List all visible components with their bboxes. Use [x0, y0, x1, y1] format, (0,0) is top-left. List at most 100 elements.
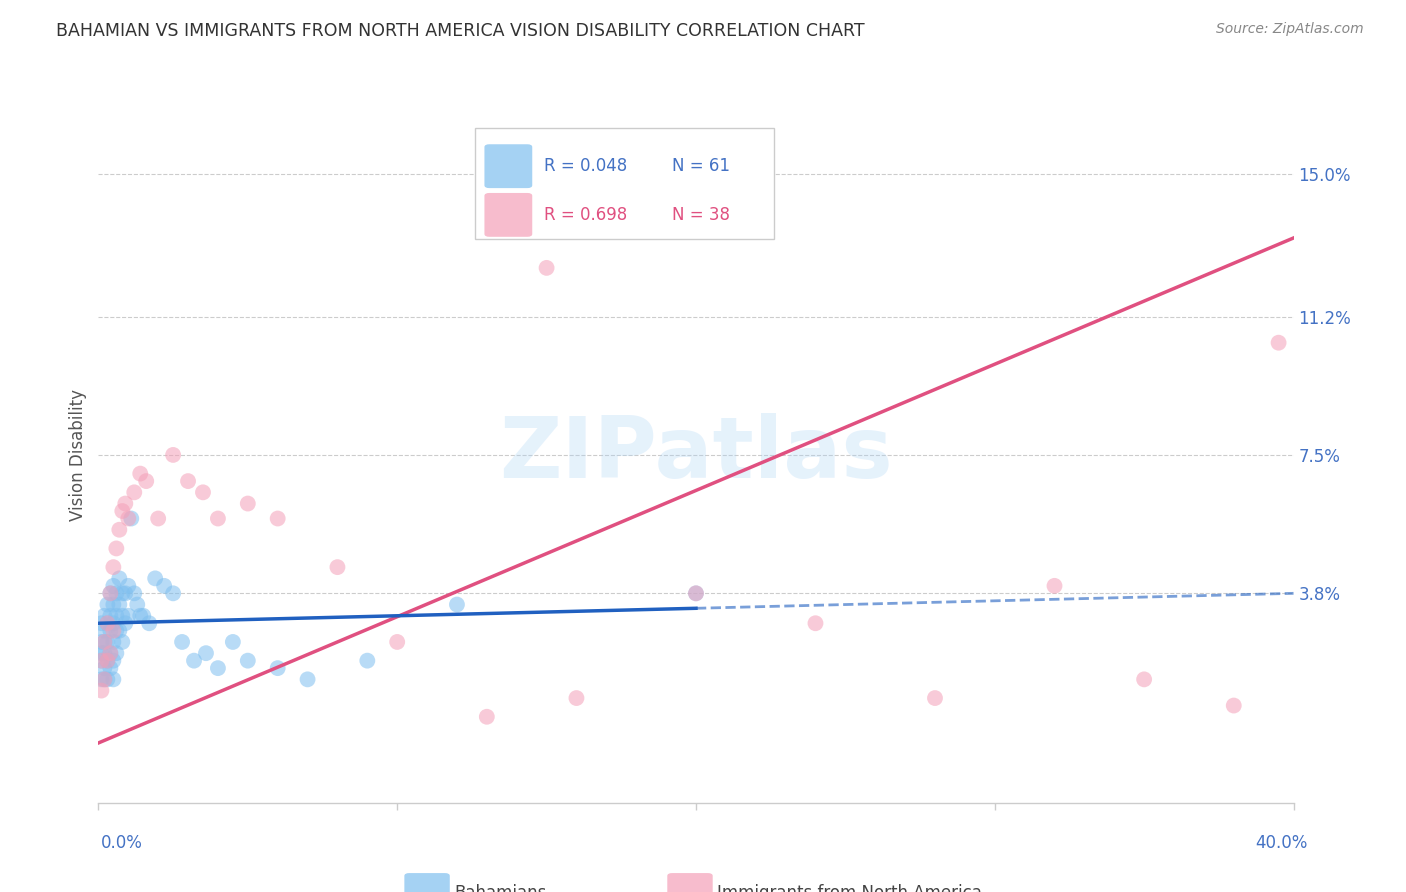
Point	[114, 586, 136, 600]
Point	[90, 654, 112, 668]
Point	[96, 598, 118, 612]
Point	[103, 624, 125, 638]
Point	[103, 598, 125, 612]
Point	[100, 646, 122, 660]
Point	[111, 608, 134, 623]
Point	[1133, 673, 1156, 687]
Point	[103, 635, 125, 649]
Point	[90, 683, 112, 698]
Point	[100, 586, 122, 600]
Point	[236, 654, 259, 668]
Point	[565, 691, 588, 706]
Point	[103, 579, 125, 593]
Point	[114, 616, 136, 631]
Text: 40.0%: 40.0%	[1256, 834, 1308, 852]
Point	[804, 616, 827, 631]
Point	[135, 474, 157, 488]
Point	[111, 635, 134, 649]
Point	[207, 661, 229, 675]
Point	[132, 608, 155, 623]
Point	[90, 646, 112, 660]
Text: N = 61: N = 61	[672, 157, 730, 175]
Point	[222, 635, 245, 649]
Point	[93, 646, 115, 660]
Text: 0.0%: 0.0%	[101, 834, 143, 852]
Point	[385, 635, 409, 649]
Point	[236, 497, 259, 511]
Text: ZIPatlas: ZIPatlas	[499, 413, 893, 497]
Point	[90, 616, 112, 631]
Point	[1267, 335, 1289, 350]
Point	[100, 608, 122, 623]
Point	[536, 260, 558, 275]
Point	[172, 635, 194, 649]
Point	[93, 635, 115, 649]
Text: BAHAMIAN VS IMMIGRANTS FROM NORTH AMERICA VISION DISABILITY CORRELATION CHART: BAHAMIAN VS IMMIGRANTS FROM NORTH AMERIC…	[56, 22, 865, 40]
Point	[100, 586, 122, 600]
Point	[148, 511, 170, 525]
FancyBboxPatch shape	[485, 193, 533, 236]
Text: Bahamians: Bahamians	[454, 884, 547, 892]
Point	[90, 635, 112, 649]
Point	[100, 661, 122, 675]
Point	[103, 616, 125, 631]
Point	[105, 646, 128, 660]
Point	[108, 624, 131, 638]
Point	[267, 511, 290, 525]
FancyBboxPatch shape	[485, 145, 533, 188]
Point	[105, 541, 128, 556]
Point	[475, 710, 498, 724]
Point	[177, 474, 200, 488]
Text: Source: ZipAtlas.com: Source: ZipAtlas.com	[1216, 22, 1364, 37]
Point	[127, 598, 149, 612]
Point	[114, 497, 136, 511]
Point	[446, 598, 468, 612]
Point	[685, 586, 707, 600]
Point	[195, 646, 218, 660]
Point	[108, 571, 131, 585]
Point	[124, 485, 146, 500]
Point	[105, 586, 128, 600]
Point	[96, 654, 118, 668]
Point	[1223, 698, 1246, 713]
Point	[143, 571, 166, 585]
Point	[96, 616, 118, 631]
Point	[90, 654, 112, 668]
Point	[96, 635, 118, 649]
Point	[90, 673, 112, 687]
Point	[96, 654, 118, 668]
Point	[108, 523, 131, 537]
Point	[100, 646, 122, 660]
Point	[93, 624, 115, 638]
Point	[120, 511, 142, 525]
Point	[129, 608, 152, 623]
Point	[162, 586, 184, 600]
Point	[1043, 579, 1066, 593]
Point	[93, 673, 115, 687]
Point	[326, 560, 349, 574]
Point	[117, 608, 139, 623]
Point	[93, 673, 115, 687]
Point	[105, 624, 128, 638]
Point	[108, 598, 131, 612]
Point	[103, 673, 125, 687]
Point	[138, 616, 160, 631]
Point	[124, 586, 146, 600]
Text: R = 0.048: R = 0.048	[544, 157, 627, 175]
Text: Immigrants from North America: Immigrants from North America	[717, 884, 983, 892]
FancyBboxPatch shape	[475, 128, 773, 239]
Point	[162, 448, 184, 462]
Point	[103, 654, 125, 668]
Point	[267, 661, 290, 675]
Point	[153, 579, 176, 593]
Point	[924, 691, 946, 706]
Point	[183, 654, 205, 668]
Point	[96, 616, 118, 631]
Point	[93, 608, 115, 623]
FancyBboxPatch shape	[668, 873, 713, 892]
Point	[111, 504, 134, 518]
FancyBboxPatch shape	[405, 873, 450, 892]
Point	[356, 654, 378, 668]
Point	[93, 661, 115, 675]
Point	[111, 586, 134, 600]
